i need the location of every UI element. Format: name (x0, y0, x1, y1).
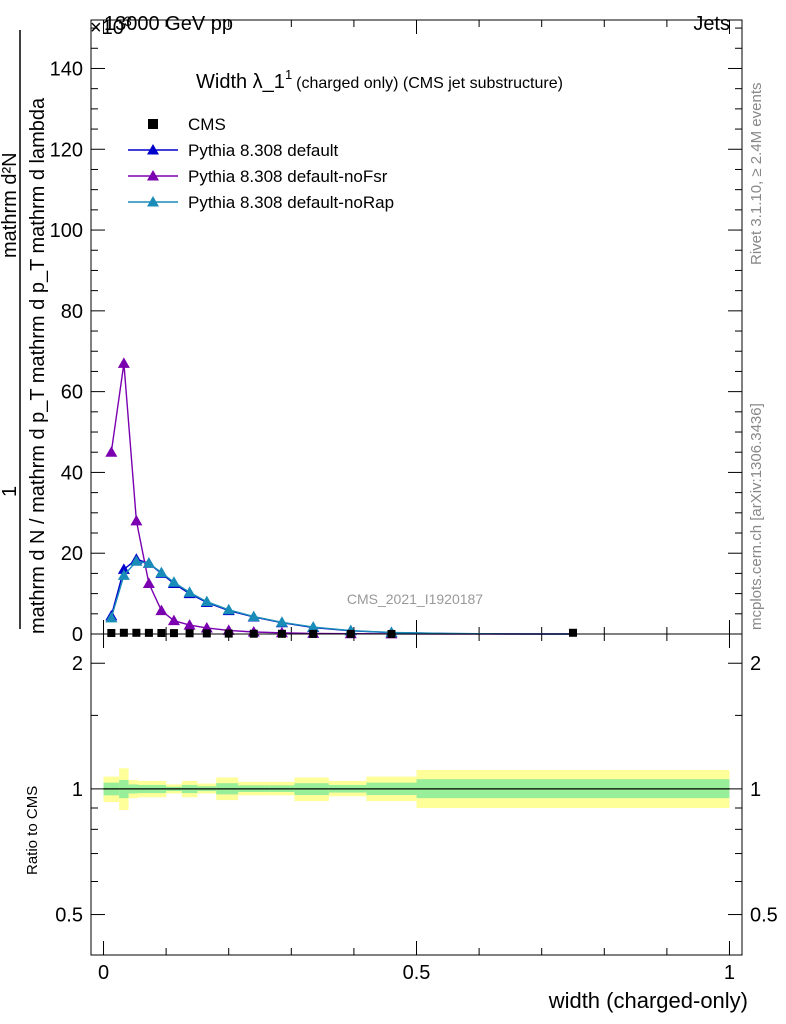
series-point-pythia-8-308-default-norap (142, 557, 155, 568)
series-point-pythia-8-308-default-norap (105, 611, 118, 623)
series-point-cms (185, 629, 194, 638)
series-point-cms (144, 628, 153, 637)
series-point-pythia-8-308-default-nofsr (117, 357, 130, 368)
rivet-version-label: Rivet 3.1.10, ≥ 2.4M events (748, 83, 765, 266)
series-point-cms (119, 628, 128, 637)
series-point-pythia-8-308-default-norap (155, 566, 168, 578)
mcplots-reference-label: mcplots.cern.ch [arXiv:1306.3436] (748, 403, 765, 630)
header-process: Jets (693, 13, 730, 35)
legend-label: Pythia 8.308 default (188, 141, 339, 160)
analysis-label: CMS_2021_I1920187 (347, 591, 483, 607)
plot-title: Width λ_11(charged only) (CMS jet substr… (196, 67, 563, 93)
series-point-pythia-8-308-default-nofsr (183, 619, 196, 630)
series-point-pythia-8-308-default-norap (200, 595, 213, 607)
x-tick-label: 1 (724, 962, 735, 984)
ratio-y-tick-label: 2 (72, 653, 83, 675)
series-point-pythia-8-308-default-norap (167, 576, 180, 587)
main-panel: 0 20 40 60 80 100 120 140 Width λ_11(charged on… (50, 19, 743, 646)
ratio-y-tick-label-right: 0.5 (750, 905, 778, 927)
x-axis-label: width (charged-only) (548, 988, 748, 1013)
series-point-pythia-8-308-default-nofsr (105, 446, 118, 457)
ratio-y-tick-label: 1 (72, 779, 83, 801)
ratio-panel: 0.5 0.5 1 1 2 2 0 0.5 1 (55, 633, 778, 984)
main-y-axis-label: mathrm d N / mathrm d p_T mathrm d p_T m… (0, 30, 49, 634)
series-point-cms (202, 629, 211, 638)
ratio-y-tick-label: 0.5 (55, 905, 83, 927)
series-point-cms (107, 628, 116, 637)
main-y-tick-label: 100 (50, 220, 83, 242)
main-y-tick-label: 140 (50, 58, 83, 80)
x-tick-label: 0 (98, 962, 109, 984)
ratio-axes: 0.5 0.5 1 1 2 2 0 0.5 1 (55, 633, 778, 984)
series-point-pythia-8-308-default-nofsr (142, 577, 155, 589)
y-axis-exponent: ×103 (90, 13, 132, 39)
series-point-cms (169, 629, 178, 638)
legend-label: Pythia 8.308 default-noRap (188, 193, 394, 212)
legend-marker (147, 144, 159, 155)
main-y-tick-label: 120 (50, 139, 83, 161)
ratio-y-label: Ratio to CMS (24, 786, 41, 875)
series-point-pythia-8-308-default-norap (117, 569, 130, 580)
legend-marker-cms (148, 119, 158, 129)
series-point-pythia-8-308-default-norap (307, 621, 320, 632)
main-y-tick-label: 0 (72, 624, 83, 646)
main-y-tick-label: 80 (61, 301, 83, 323)
legend: CMS Pythia 8.308 default Pythia 8.308 defa… (128, 115, 394, 212)
series-point-pythia-8-308-default-norap (275, 616, 288, 627)
series-point-pythia-8-308-default-norap (130, 555, 143, 566)
legend-marker (147, 170, 159, 181)
header-collision-energy: 13000 GeV pp (104, 13, 233, 35)
series-point-pythia-8-308-default-norap (222, 603, 235, 615)
y-label-dN: mathrm d²N (0, 152, 21, 258)
series-point-pythia-8-308-default-nofsr (155, 604, 168, 616)
y-label-numerator: 1 (0, 486, 21, 497)
x-tick-label: 0.5 (403, 962, 431, 984)
main-frame (90, 19, 743, 635)
legend-label: Pythia 8.308 default-noFsr (188, 167, 388, 186)
series-point-pythia-8-308-default-norap (183, 586, 196, 597)
series-point-cms (157, 628, 166, 637)
series-point-cms (132, 628, 141, 637)
main-y-tick-label: 40 (61, 462, 83, 484)
ratio-uncertainty-bands (103, 768, 730, 811)
legend-label: CMS (188, 115, 226, 134)
ratio-y-tick-label-right: 2 (750, 653, 761, 675)
series-point-pythia-8-308-default-nofsr (130, 514, 143, 526)
y-label-denominator: mathrm d N / mathrm d p_T mathrm d p_T m… (27, 97, 49, 634)
main-axes: 0 20 40 60 80 100 120 140 (50, 19, 743, 646)
series-point-pythia-8-308-default-nofsr (167, 614, 180, 626)
legend-marker (147, 196, 159, 207)
main-series (105, 357, 577, 639)
series-point-cms (568, 628, 577, 637)
main-y-tick-label: 20 (61, 543, 83, 565)
main-y-tick-label: 60 (61, 382, 83, 404)
series-point-pythia-8-308-default-norap (247, 610, 260, 622)
ratio-y-tick-label-right: 1 (750, 779, 761, 801)
series-line-pythia-8-308-default-nofsr (110, 363, 573, 635)
